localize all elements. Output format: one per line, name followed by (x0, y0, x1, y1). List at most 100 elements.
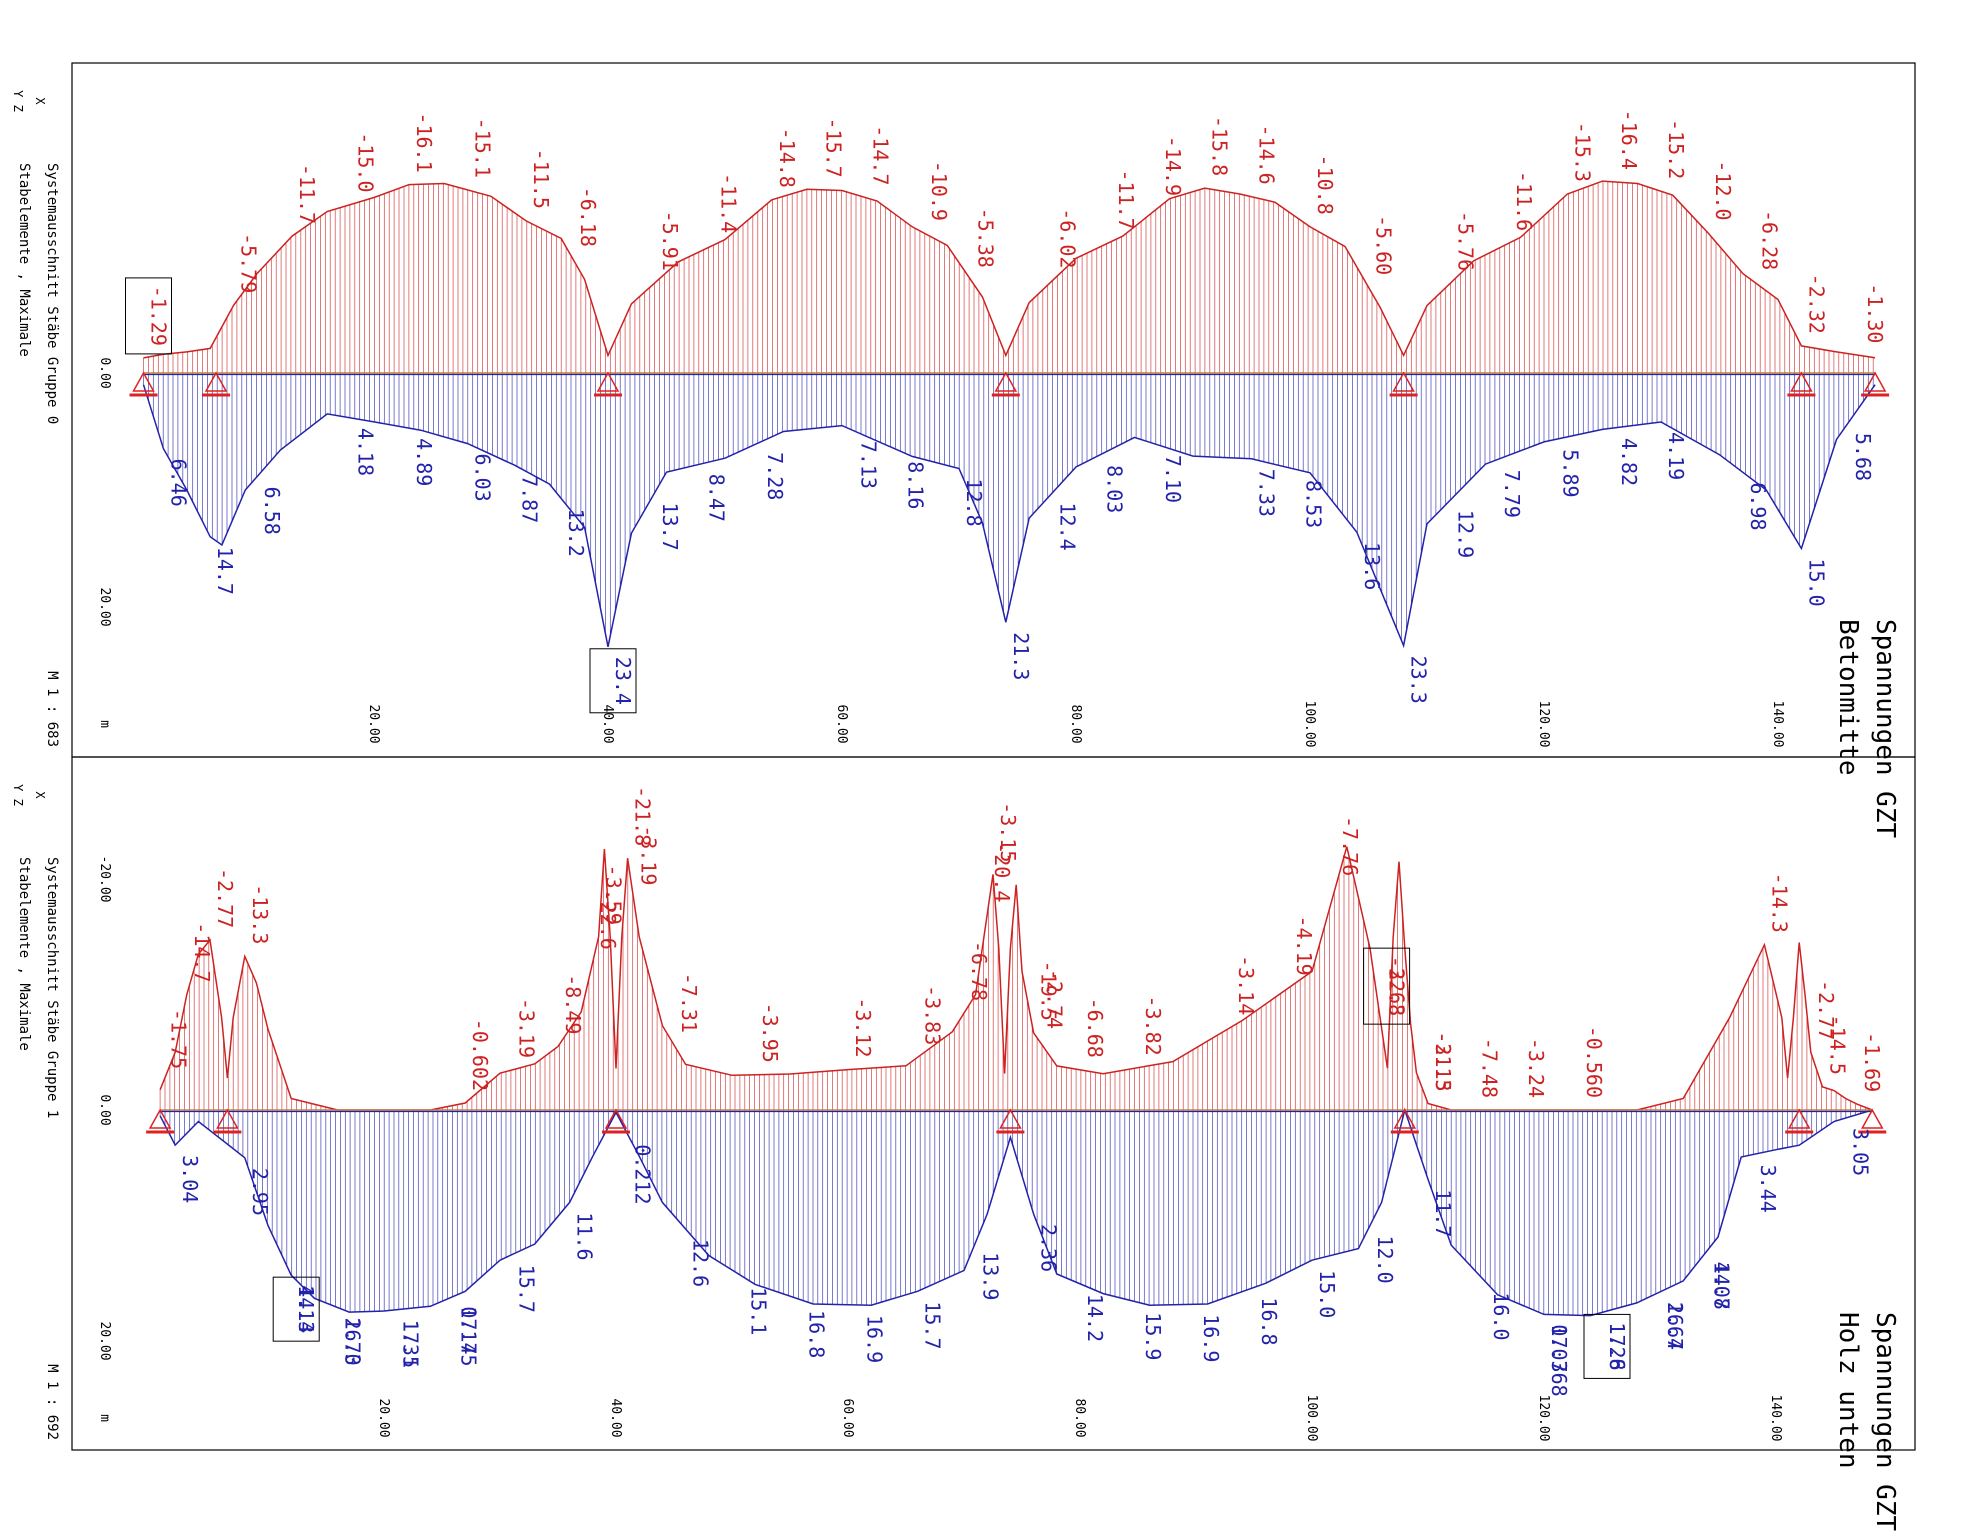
x-tick-label: 140.00 (1768, 1395, 1783, 1442)
compression-value-label: -2.32 (1804, 274, 1828, 334)
scale-label: M 1 : 692 (44, 1364, 60, 1440)
compression-value-label: -11.7 (1114, 169, 1138, 229)
compression-value-label: -6.02 (1056, 208, 1080, 268)
tension-value-label: 2.64 (1663, 1302, 1687, 1350)
tension-value-label: 15.7 (515, 1265, 539, 1313)
view-label: Systemausschnitt Stäbe Gruppe 0 (44, 163, 60, 424)
view-label: Systemausschnitt Stäbe Gruppe 1 (44, 857, 60, 1118)
compression-value-label: -0.602 (468, 1019, 492, 1091)
compression-value-label: -6.18 (576, 187, 600, 247)
x-tick-label: 40.00 (608, 1398, 623, 1437)
compression-value-label: -14.8 (775, 128, 799, 188)
compression-value-label: -5.76 (1453, 211, 1477, 271)
compression-value-label: -5.38 (974, 208, 998, 268)
compression-value-label: -0.560 (1582, 1026, 1606, 1098)
tension-value-label: 4.07 (1709, 1262, 1733, 1310)
tension-value-label: 12.9 (1453, 510, 1477, 558)
compression-value-label: -1.30 (1863, 283, 1887, 343)
compression-value-label: -21.8 (631, 786, 655, 846)
x-tick-label: 120.00 (1536, 1395, 1551, 1442)
extreme-value-box (1363, 947, 1411, 1025)
support-triangle (596, 371, 620, 392)
tension-value-label: 15.0 (1804, 559, 1828, 607)
compression-value-label: -7.76 (1338, 816, 1362, 876)
element-label: Stabelemente , Maximale (16, 857, 32, 1051)
compression-value-label: -3.82 (1141, 995, 1165, 1055)
coord-yz-label: Y Z (11, 90, 25, 112)
tension-value-label: 3.44 (1756, 1165, 1780, 1213)
diagram-title: Spannungen GZT (1870, 619, 1900, 838)
compression-hatch (143, 181, 1874, 373)
tension-value-label: 12.4 (1056, 503, 1080, 551)
tension-value-label: 0.175 (457, 1306, 481, 1366)
diagram-title: Spannungen GZT (1870, 1312, 1900, 1531)
compression-value-label: -15.3 (1570, 122, 1594, 182)
plot-frame (71, 756, 1916, 1451)
tension-value-label: 17.4 (457, 1306, 481, 1354)
panel-betonmitte: 20.00 40.00 60.00 80.00 100.00 120.00 140.00 m 0… (11, 62, 1916, 838)
tension-value-label: 7.13 (857, 441, 881, 489)
support-triangle (1861, 1108, 1884, 1129)
y-tick-label: 0.00 (97, 1094, 112, 1125)
support-triangle (132, 371, 155, 392)
tension-value-label: 15.0 (1315, 1270, 1339, 1318)
x-tick-label: 100.00 (1304, 1395, 1319, 1442)
tension-value-label: 17.8 (1605, 1322, 1629, 1370)
support-triangle (216, 1108, 239, 1129)
tension-value-label: 3.05 (1849, 1128, 1873, 1176)
y-tick-label: 20.00 (97, 1321, 112, 1360)
compression-value-label: -14.7 (868, 125, 892, 185)
tension-outline (142, 384, 1876, 649)
compression-value-label: -11.4 (716, 173, 740, 233)
compression-value-label: -1.69 (1860, 1032, 1884, 1092)
compression-value-label: -11.6 (1512, 171, 1536, 231)
unit-label: m (97, 720, 112, 728)
tension-hatch (159, 1110, 1871, 1316)
compression-value-label: -11.5 (529, 149, 553, 209)
compression-value-label: -5.91 (658, 211, 682, 271)
tension-value-label: 12.0 (1373, 1236, 1397, 1284)
y-tick-label: 0.00 (97, 357, 112, 388)
support-triangle (999, 1108, 1022, 1129)
unit-label: m (97, 1414, 112, 1422)
tension-value-label: 4.89 (412, 438, 436, 486)
compression-value-label: -3.13 (1431, 1031, 1455, 1091)
compression-value-label: -10.9 (927, 161, 951, 221)
compression-value-label: -3.63 (1385, 956, 1409, 1016)
compression-value-label: -3.19 (515, 998, 539, 1058)
tension-value-label: 14.3 (294, 1285, 318, 1333)
tension-value-label: 7.28 (763, 452, 787, 500)
compression-value-label: -15.0 (354, 132, 378, 192)
compression-value-label: -6.68 (1083, 998, 1107, 1058)
tension-value-label: 5.89 (1559, 449, 1583, 497)
compression-value-label: -13.3 (248, 884, 272, 944)
tension-value-label: 16.7 (1663, 1302, 1687, 1350)
x-tick-label: 120.00 (1536, 701, 1551, 748)
compression-value-label: -3.19 (636, 825, 660, 885)
tension-value-label: 17.7 (1547, 1324, 1571, 1372)
compression-value-label: -7.48 (1477, 1038, 1501, 1098)
panel-holz-unten: 20.00 40.00 60.00 80.00 100.00 120.00 140.00 m -… (11, 756, 1916, 1531)
coord-x-label: X (33, 791, 47, 799)
compression-value-label: -15.7 (822, 117, 846, 177)
x-tick-label: 80.00 (1068, 704, 1083, 743)
extreme-value-box (589, 648, 637, 714)
tension-value-label: 6.98 (1746, 482, 1770, 530)
x-tick-label: 140.00 (1770, 701, 1785, 748)
tension-value-label: 2.36 (1037, 1224, 1061, 1272)
tension-value-label: 16.8 (805, 1310, 829, 1358)
tension-value-label: 4.14 (294, 1285, 318, 1333)
tension-value-label: 14.7 (213, 547, 237, 595)
tension-value-label: 4.18 (354, 428, 378, 476)
compression-value-label: -11.7 (295, 164, 319, 224)
tension-value-label: 16.0 (1489, 1292, 1513, 1340)
coord-x-label: X (33, 97, 47, 105)
compression-value-label: -15.1 (471, 118, 495, 178)
tension-value-label: 15.7 (921, 1301, 945, 1349)
support-triangle (1863, 371, 1887, 392)
compression-value-label: -12.0 (1711, 160, 1735, 220)
compression-value-label: -3.15 (996, 802, 1020, 862)
tension-value-label: 13.6 (1360, 542, 1384, 590)
compression-value-label: -22.6 (596, 890, 620, 950)
